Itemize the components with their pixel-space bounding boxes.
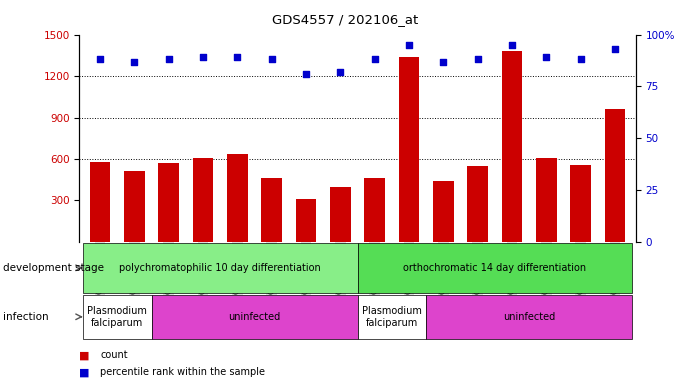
Bar (605, 109, 625, 242)
Point (404, 42, 415, 48)
Point (369, 56, 380, 63)
Text: ■: ■ (79, 367, 90, 377)
Bar (151, 295, 358, 339)
Text: Plasmodium
falciparum: Plasmodium falciparum (362, 306, 422, 328)
Text: Plasmodium
falciparum: Plasmodium falciparum (87, 306, 147, 328)
Point (541, 54, 552, 60)
Bar (83, 243, 358, 293)
Text: infection: infection (3, 312, 49, 322)
Bar (158, 163, 179, 242)
Text: orthochromatic 14 day differentiation: orthochromatic 14 day differentiation (404, 263, 587, 273)
Bar (536, 157, 557, 242)
Point (198, 54, 209, 60)
Text: polychromatophilic 10 day differentiation: polychromatophilic 10 day differentiatio… (120, 263, 321, 273)
Bar (124, 171, 144, 242)
Bar (193, 157, 214, 242)
Point (163, 56, 174, 63)
Text: development stage: development stage (3, 263, 104, 273)
Point (232, 54, 243, 60)
Point (335, 69, 346, 75)
Bar (571, 165, 591, 242)
Point (95, 56, 106, 63)
Bar (330, 187, 351, 242)
Point (266, 56, 277, 63)
Text: uninfected: uninfected (229, 312, 281, 322)
Text: ■: ■ (79, 350, 90, 360)
Text: GDS4557 / 202106_at: GDS4557 / 202106_at (272, 13, 419, 26)
Bar (358, 295, 426, 339)
Bar (296, 199, 316, 242)
Point (129, 58, 140, 65)
Bar (227, 154, 247, 242)
Text: uninfected: uninfected (503, 312, 556, 322)
Point (507, 42, 518, 48)
Point (609, 46, 621, 52)
Point (472, 56, 483, 63)
Bar (468, 166, 488, 242)
Bar (364, 178, 385, 242)
Text: percentile rank within the sample: percentile rank within the sample (100, 367, 265, 377)
Point (438, 58, 449, 65)
Bar (90, 162, 111, 242)
Bar (358, 243, 632, 293)
Bar (502, 51, 522, 242)
Bar (426, 295, 632, 339)
Bar (433, 181, 454, 242)
Point (575, 56, 586, 63)
Bar (83, 295, 151, 339)
Bar (261, 178, 282, 242)
Text: count: count (100, 350, 128, 360)
Point (301, 71, 312, 77)
Bar (399, 57, 419, 242)
